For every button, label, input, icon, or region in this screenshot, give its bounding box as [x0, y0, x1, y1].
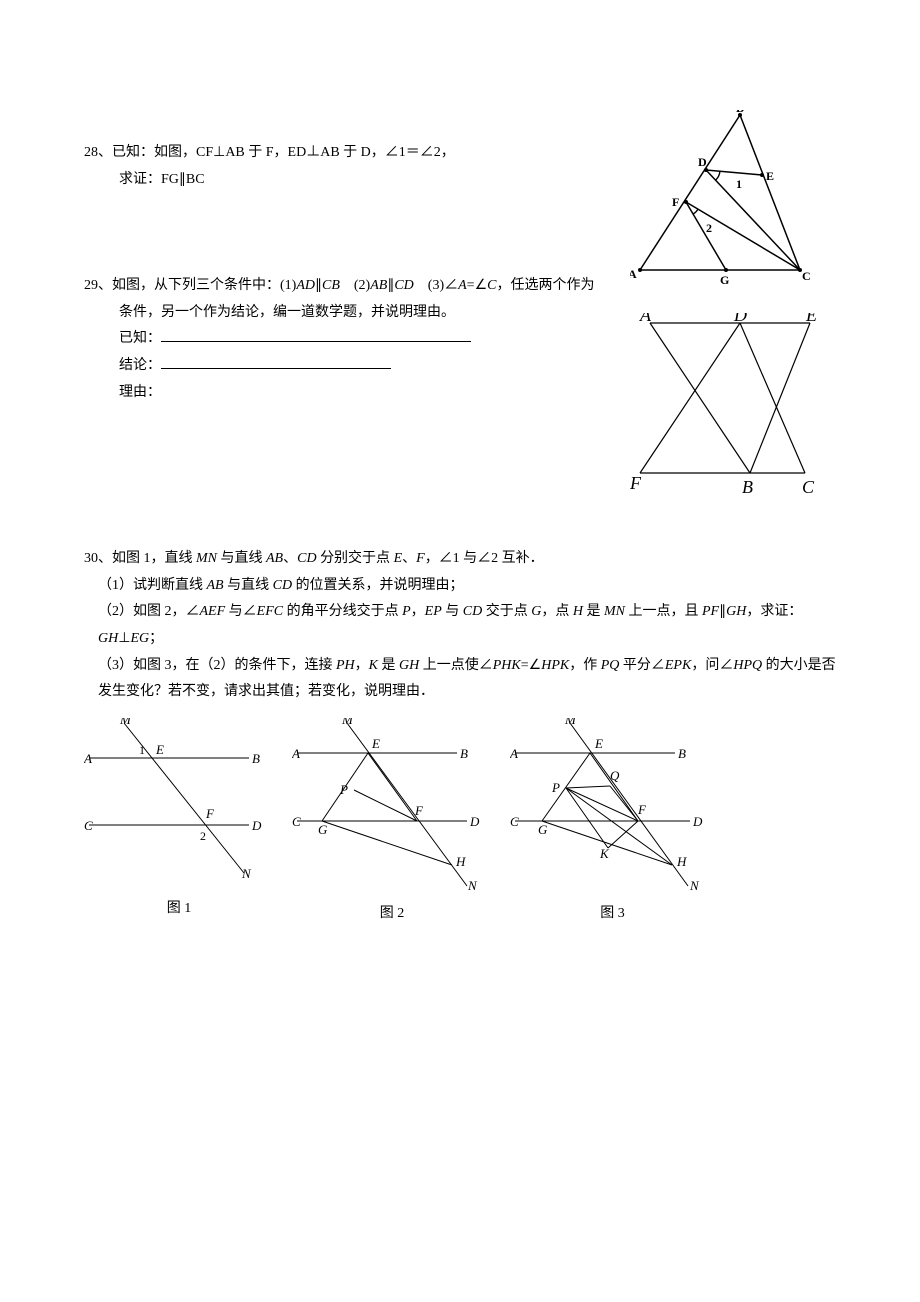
blank-conclusion	[161, 354, 391, 369]
svg-text:C: C	[292, 814, 301, 829]
p30-fig1-caption: 图 1	[167, 897, 192, 917]
p30-figure-2: M N A B E C D F G P H	[292, 718, 492, 898]
svg-text:1: 1	[139, 743, 145, 757]
p30-part2: （2）如图 2，∠AEF 与∠EFC 的角平分线交于点 P，EP 与 CD 交于…	[84, 599, 840, 652]
p29-number: 29、	[84, 278, 112, 293]
p30-fig3-caption: 图 3	[600, 902, 625, 922]
p28-line2: 求证：FG∥BC	[84, 167, 514, 194]
svg-text:1: 1	[736, 177, 742, 191]
p30-fig3-col: M N A B E C D F G P Q H K 图 3	[510, 718, 715, 922]
p28-figure: 12ABCDEFG	[630, 110, 820, 300]
svg-text:K: K	[599, 846, 610, 861]
p29-figure: A D E F B C	[630, 313, 830, 503]
svg-text:N: N	[689, 878, 700, 893]
p29-stem: 29、如图，从下列三个条件中：(1)AD∥CB (2)AB∥CD (3)∠A=∠…	[84, 273, 604, 326]
svg-text:Q: Q	[610, 768, 620, 783]
problem-28: 28、已知：如图，CF⊥AB 于 F，ED⊥AB 于 D，∠1＝∠2， 求证：F…	[84, 140, 840, 193]
svg-text:D: D	[698, 155, 707, 169]
p29-reason: 理由：	[84, 380, 604, 407]
svg-text:2: 2	[706, 221, 712, 235]
p28-number: 28、	[84, 145, 112, 160]
svg-text:D: D	[692, 814, 703, 829]
p30-figures-row: 1 2 M N A B E C D F 图 1 M N A B E C D F G P H 图 2 M N A B E C D F…	[84, 718, 840, 922]
svg-text:A: A	[510, 746, 518, 761]
svg-text:B: B	[736, 110, 744, 115]
svg-text:P: P	[551, 780, 560, 795]
svg-text:A: A	[292, 746, 300, 761]
p28-line1: 28、已知：如图，CF⊥AB 于 F，ED⊥AB 于 D，∠1＝∠2，	[84, 140, 514, 167]
p30-fig2-caption: 图 2	[380, 902, 405, 922]
p30-figure-1: 1 2 M N A B E C D F	[84, 718, 274, 893]
svg-text:E: E	[594, 736, 603, 751]
svg-text:N: N	[467, 878, 478, 893]
svg-text:C: C	[802, 477, 815, 497]
svg-text:F: F	[414, 803, 424, 818]
svg-text:B: B	[678, 746, 686, 761]
blank-given	[161, 327, 471, 342]
svg-text:F: F	[637, 802, 647, 817]
svg-text:A: A	[639, 313, 652, 325]
p29-conclusion: 结论：	[84, 353, 604, 380]
problem-29: 29、如图，从下列三个条件中：(1)AD∥CB (2)AB∥CD (3)∠A=∠…	[84, 273, 840, 406]
svg-text:F: F	[672, 195, 679, 209]
p30-figure-3: M N A B E C D F G P Q H K	[510, 718, 715, 898]
svg-text:D: D	[469, 814, 480, 829]
p30-number: 30、	[84, 551, 112, 566]
svg-text:B: B	[460, 746, 468, 761]
svg-text:G: G	[538, 822, 548, 837]
svg-text:E: E	[805, 313, 817, 325]
p30-fig2-col: M N A B E C D F G P H 图 2	[292, 718, 492, 922]
svg-text:C: C	[510, 814, 519, 829]
svg-text:D: D	[251, 818, 262, 833]
svg-text:M: M	[564, 718, 577, 727]
svg-text:D: D	[733, 313, 747, 325]
p30-part1: （1）试判断直线 AB 与直线 CD 的位置关系，并说明理由；	[84, 573, 840, 600]
svg-text:P: P	[339, 782, 348, 797]
svg-text:F: F	[205, 806, 215, 821]
svg-text:E: E	[371, 736, 380, 751]
svg-text:N: N	[241, 866, 252, 881]
p30-part3: （3）如图 3，在（2）的条件下，连接 PH，K 是 GH 上一点使∠PHK=∠…	[84, 653, 840, 706]
svg-text:H: H	[455, 854, 466, 869]
problem-30: 30、如图 1，直线 MN 与直线 AB、CD 分别交于点 E、F，∠1 与∠2…	[84, 546, 840, 922]
svg-text:F: F	[630, 473, 642, 493]
svg-text:G: G	[318, 822, 328, 837]
p30-stem: 30、如图 1，直线 MN 与直线 AB、CD 分别交于点 E、F，∠1 与∠2…	[84, 546, 840, 573]
svg-text:2: 2	[200, 829, 206, 843]
p29-given: 已知：	[84, 326, 604, 353]
svg-text:B: B	[742, 477, 753, 497]
svg-text:H: H	[676, 854, 687, 869]
svg-text:A: A	[84, 751, 92, 766]
svg-text:M: M	[341, 718, 354, 727]
svg-text:C: C	[84, 818, 93, 833]
svg-text:E: E	[155, 742, 164, 757]
svg-text:B: B	[252, 751, 260, 766]
p30-fig1-col: 1 2 M N A B E C D F 图 1	[84, 718, 274, 922]
svg-text:M: M	[119, 718, 132, 727]
svg-text:E: E	[766, 169, 774, 183]
